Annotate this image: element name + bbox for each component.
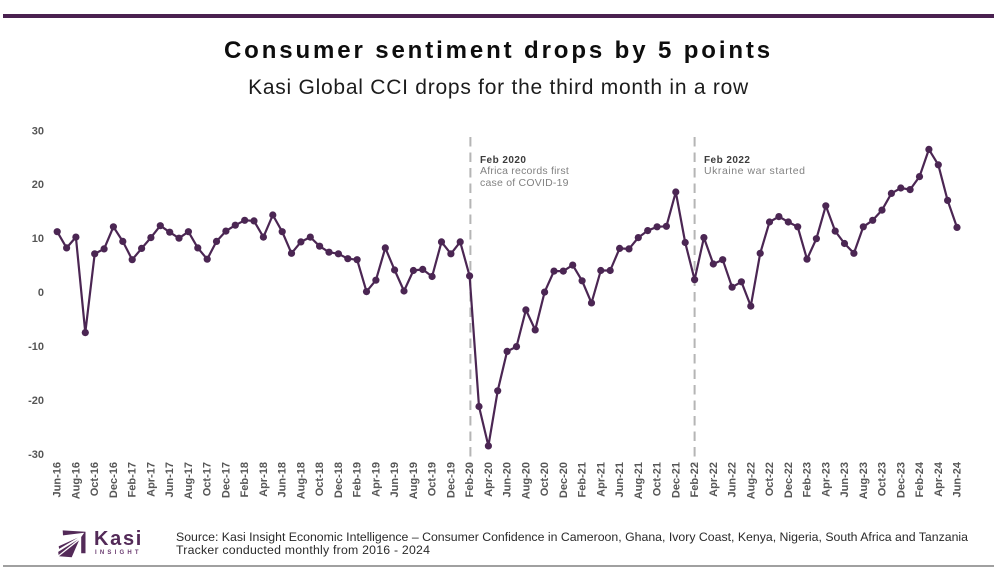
svg-text:Feb-20: Feb-20 (464, 462, 476, 497)
svg-text:Jun-21: Jun-21 (614, 462, 626, 497)
svg-text:Oct-19: Oct-19 (427, 462, 439, 496)
svg-text:Oct-21: Oct-21 (652, 462, 664, 496)
svg-text:Dec-18: Dec-18 (333, 462, 345, 498)
svg-text:Oct-23: Oct-23 (877, 462, 889, 496)
svg-text:Feb-19: Feb-19 (352, 462, 364, 497)
svg-text:Dec-17: Dec-17 (220, 462, 232, 498)
svg-text:Apr-23: Apr-23 (820, 462, 832, 497)
svg-text:Aug-20: Aug-20 (520, 462, 532, 499)
svg-text:Feb-22: Feb-22 (689, 462, 701, 497)
svg-text:Apr-19: Apr-19 (370, 462, 382, 497)
svg-text:Jun-19: Jun-19 (389, 462, 401, 497)
svg-text:-30: -30 (28, 449, 44, 461)
svg-text:Apr-24: Apr-24 (933, 461, 945, 497)
svg-text:Oct-20: Oct-20 (539, 462, 551, 496)
svg-text:Apr-22: Apr-22 (708, 462, 720, 497)
svg-text:Aug-19: Aug-19 (408, 462, 420, 499)
svg-text:Dec-22: Dec-22 (783, 462, 795, 498)
svg-text:Apr-21: Apr-21 (595, 462, 607, 497)
svg-text:Jun-22: Jun-22 (727, 462, 739, 497)
svg-text:Jun-17: Jun-17 (164, 462, 176, 497)
svg-text:Jun-18: Jun-18 (277, 462, 289, 497)
svg-text:0: 0 (38, 287, 44, 299)
svg-text:Aug-22: Aug-22 (745, 462, 757, 499)
svg-text:Oct-22: Oct-22 (764, 462, 776, 496)
svg-text:Aug-23: Aug-23 (858, 462, 870, 499)
svg-text:Feb-18: Feb-18 (239, 462, 251, 497)
svg-text:Feb-24: Feb-24 (914, 461, 926, 497)
svg-text:30: 30 (32, 125, 44, 137)
svg-text:Feb-17: Feb-17 (127, 462, 139, 497)
svg-text:-10: -10 (28, 341, 44, 353)
svg-text:-20: -20 (28, 395, 44, 407)
svg-text:Apr-17: Apr-17 (145, 462, 157, 497)
svg-text:Dec-19: Dec-19 (445, 462, 457, 498)
svg-text:20: 20 (32, 179, 44, 191)
svg-text:Dec-20: Dec-20 (558, 462, 570, 498)
svg-text:Dec-16: Dec-16 (108, 462, 120, 498)
svg-text:Jun-24: Jun-24 (952, 461, 964, 497)
svg-text:Aug-17: Aug-17 (183, 462, 195, 499)
svg-text:Aug-16: Aug-16 (70, 462, 82, 499)
svg-text:Oct-18: Oct-18 (314, 462, 326, 496)
svg-text:Apr-18: Apr-18 (258, 462, 270, 497)
svg-text:Jun-16: Jun-16 (52, 462, 64, 497)
svg-text:Oct-17: Oct-17 (202, 462, 214, 496)
svg-text:Dec-21: Dec-21 (670, 462, 682, 498)
svg-text:Jun-23: Jun-23 (839, 462, 851, 497)
svg-text:Feb-23: Feb-23 (802, 462, 814, 497)
svg-text:Aug-21: Aug-21 (633, 462, 645, 499)
svg-text:Feb-21: Feb-21 (577, 462, 589, 497)
svg-text:Apr-20: Apr-20 (483, 462, 495, 497)
svg-text:Oct-16: Oct-16 (89, 462, 101, 496)
svg-text:10: 10 (32, 233, 44, 245)
svg-text:Dec-23: Dec-23 (895, 462, 907, 498)
svg-text:Aug-18: Aug-18 (295, 462, 307, 499)
svg-text:Jun-20: Jun-20 (502, 462, 514, 497)
